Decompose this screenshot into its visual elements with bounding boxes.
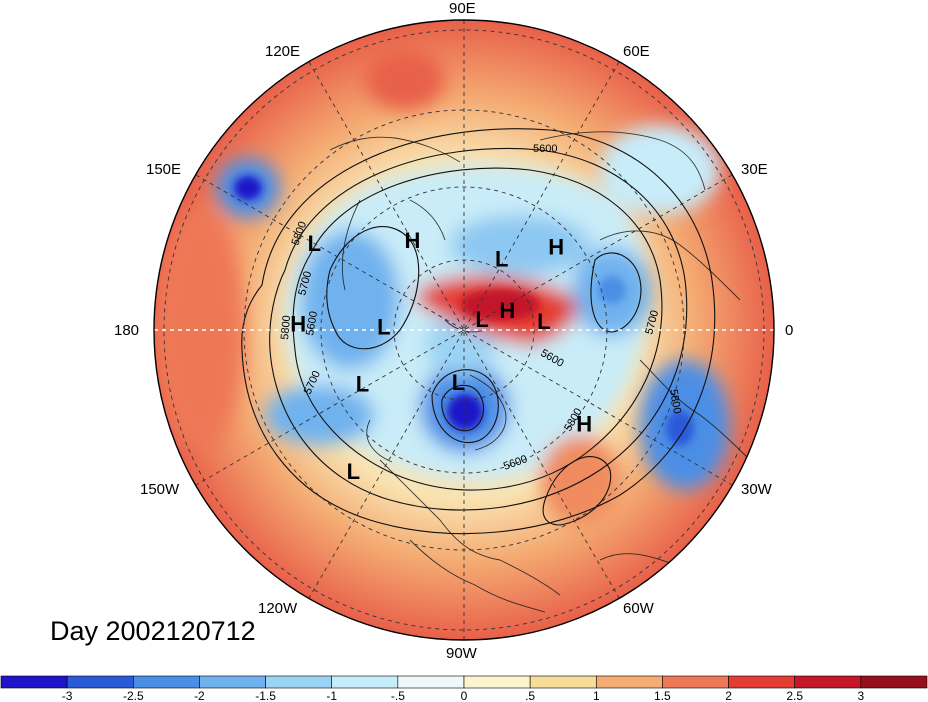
contour-label: 5600	[304, 310, 320, 336]
day-title: Day 2002120712	[50, 616, 256, 646]
high-pressure-marker: H	[548, 235, 564, 260]
contour-label: 5800	[667, 388, 683, 414]
coastlines	[329, 131, 761, 613]
colorbar-tick-label: -3	[62, 689, 73, 702]
low-pressure-marker: L	[495, 247, 508, 272]
colorbar-tick-label: 3	[858, 689, 865, 702]
colorbar-tick-label: 2	[725, 689, 732, 702]
colorbar-swatch	[132, 675, 200, 689]
colorbar-swatch	[595, 675, 663, 689]
low-pressure-marker: L	[308, 231, 321, 256]
lon-label-180: 180	[114, 322, 139, 339]
colorbar-swatch	[265, 675, 333, 689]
low-pressure-marker: L	[347, 459, 360, 484]
colorbar-swatch	[529, 675, 597, 689]
lon-label-120w: 120W	[258, 600, 298, 617]
lon-label-90e: 90E	[449, 0, 476, 17]
longitude-labels: 90E 60E 30E 0 30W 60W 90W 120W 150W 180 …	[114, 0, 793, 662]
lon-label-60e: 60E	[623, 43, 650, 60]
lon-label-150e: 150E	[146, 161, 181, 178]
colorbar-tick-label: 2.5	[786, 689, 803, 702]
colorbar-swatch	[463, 675, 531, 689]
colorbar-tick-label: 1	[593, 689, 600, 702]
lon-label-60w: 60W	[623, 600, 655, 617]
colorbar-tick-label: -.5	[391, 689, 405, 702]
colorbar-tick-label: 0	[461, 689, 468, 702]
lon-label-120e: 120E	[265, 43, 300, 60]
lon-label-90w: 90W	[446, 645, 478, 662]
colorbar-tick-label: -2.5	[123, 689, 144, 702]
anomaly-field	[154, 20, 774, 640]
colorbar-swatch	[66, 675, 134, 689]
low-pressure-marker: L	[475, 307, 488, 332]
colorbar-swatch	[0, 675, 68, 689]
low-pressure-marker: L	[356, 371, 369, 396]
colorbar: -3 -2.5 -2 -1.5 -1 -.5 0 .5 1 1.5 2 2.5 3	[0, 675, 928, 702]
low-pressure-marker: L	[452, 370, 465, 395]
high-pressure-marker: H	[290, 312, 306, 337]
lon-label-30w: 30W	[741, 481, 773, 498]
high-pressure-marker: H	[576, 411, 592, 436]
colorbar-tick-label: .5	[525, 689, 535, 702]
lon-label-30e: 30E	[741, 161, 768, 178]
height-contours	[241, 128, 716, 535]
contour-label: 5800	[279, 315, 293, 340]
contour-label: 5600	[533, 143, 557, 155]
high-pressure-marker: H	[405, 228, 421, 253]
colorbar-swatch	[331, 675, 399, 689]
lon-label-0: 0	[785, 322, 793, 339]
colorbar-swatch	[860, 675, 928, 689]
colorbar-swatch	[728, 675, 796, 689]
map-boundary	[153, 19, 775, 641]
colorbar-swatch	[794, 675, 862, 689]
low-pressure-marker: L	[377, 315, 390, 340]
colorbar-tick-label: 1.5	[654, 689, 671, 702]
colorbar-tick-label: -2	[194, 689, 205, 702]
colorbar-swatch	[662, 675, 729, 689]
colorbar-tick-label: -1	[326, 689, 337, 702]
colorbar-swatch	[397, 675, 465, 689]
high-pressure-marker: H	[499, 298, 515, 323]
colorbar-tick-label: -1.5	[255, 689, 276, 702]
low-pressure-marker: L	[537, 309, 550, 334]
lon-label-150w: 150W	[140, 481, 180, 498]
colorbar-swatch	[199, 675, 266, 689]
graticule	[154, 20, 774, 640]
